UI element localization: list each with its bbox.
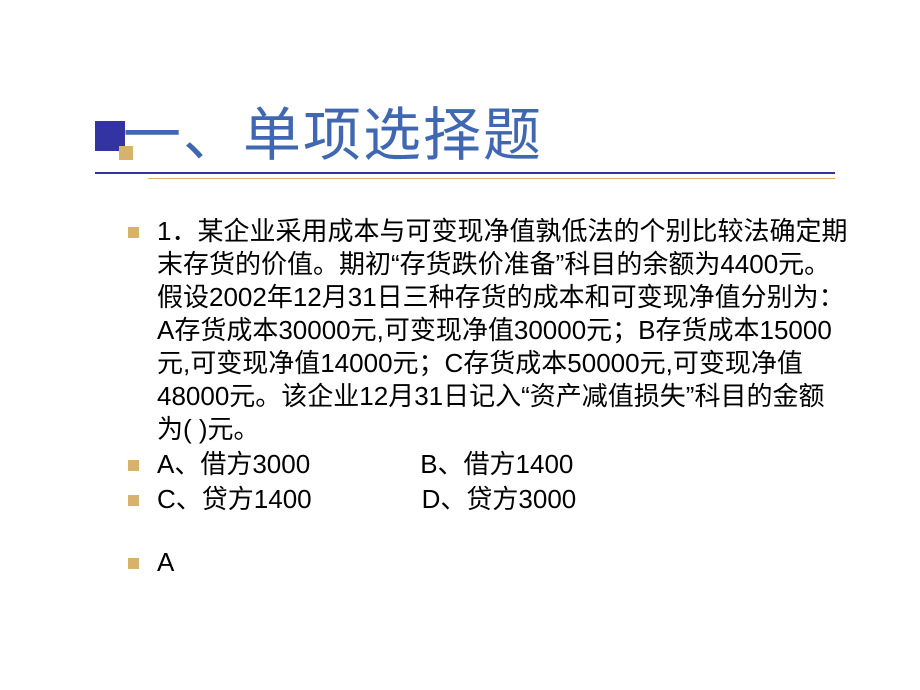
question-text: 1．某企业采用成本与可变现净值孰低法的个别比较法确定期末存货的价值。期初“存货跌… — [157, 215, 848, 446]
title-underline — [95, 172, 835, 174]
title-underline-gold — [148, 178, 835, 179]
spacer — [128, 518, 848, 546]
options-text-1: A、借方3000 B、借方1400 — [157, 448, 848, 481]
bullet-icon — [128, 227, 139, 238]
option-c: C、贷方1400 — [157, 484, 312, 514]
slide-title: 一、单项选择题 — [123, 88, 543, 172]
bullet-icon — [128, 495, 139, 506]
question-item: 1．某企业采用成本与可变现净值孰低法的个别比较法确定期末存货的价值。期初“存货跌… — [128, 215, 848, 446]
options-text-2: C、贷方1400 D、贷方3000 — [157, 483, 848, 516]
bullet-icon — [128, 558, 139, 569]
slide: 一、单项选择题 1．某企业采用成本与可变现净值孰低法的个别比较法确定期末存货的价… — [0, 0, 920, 690]
options-row-2: C、贷方1400 D、贷方3000 — [128, 483, 848, 516]
answer-item: A — [128, 546, 848, 579]
options-row-1: A、借方3000 B、借方1400 — [128, 448, 848, 481]
content-area: 1．某企业采用成本与可变现净值孰低法的个别比较法确定期末存货的价值。期初“存货跌… — [128, 215, 848, 581]
option-b: B、借方1400 — [420, 448, 573, 481]
option-a: A、借方3000 — [157, 449, 310, 479]
bullet-icon — [128, 460, 139, 471]
option-d: D、贷方3000 — [422, 483, 577, 516]
answer-text: A — [157, 546, 848, 579]
